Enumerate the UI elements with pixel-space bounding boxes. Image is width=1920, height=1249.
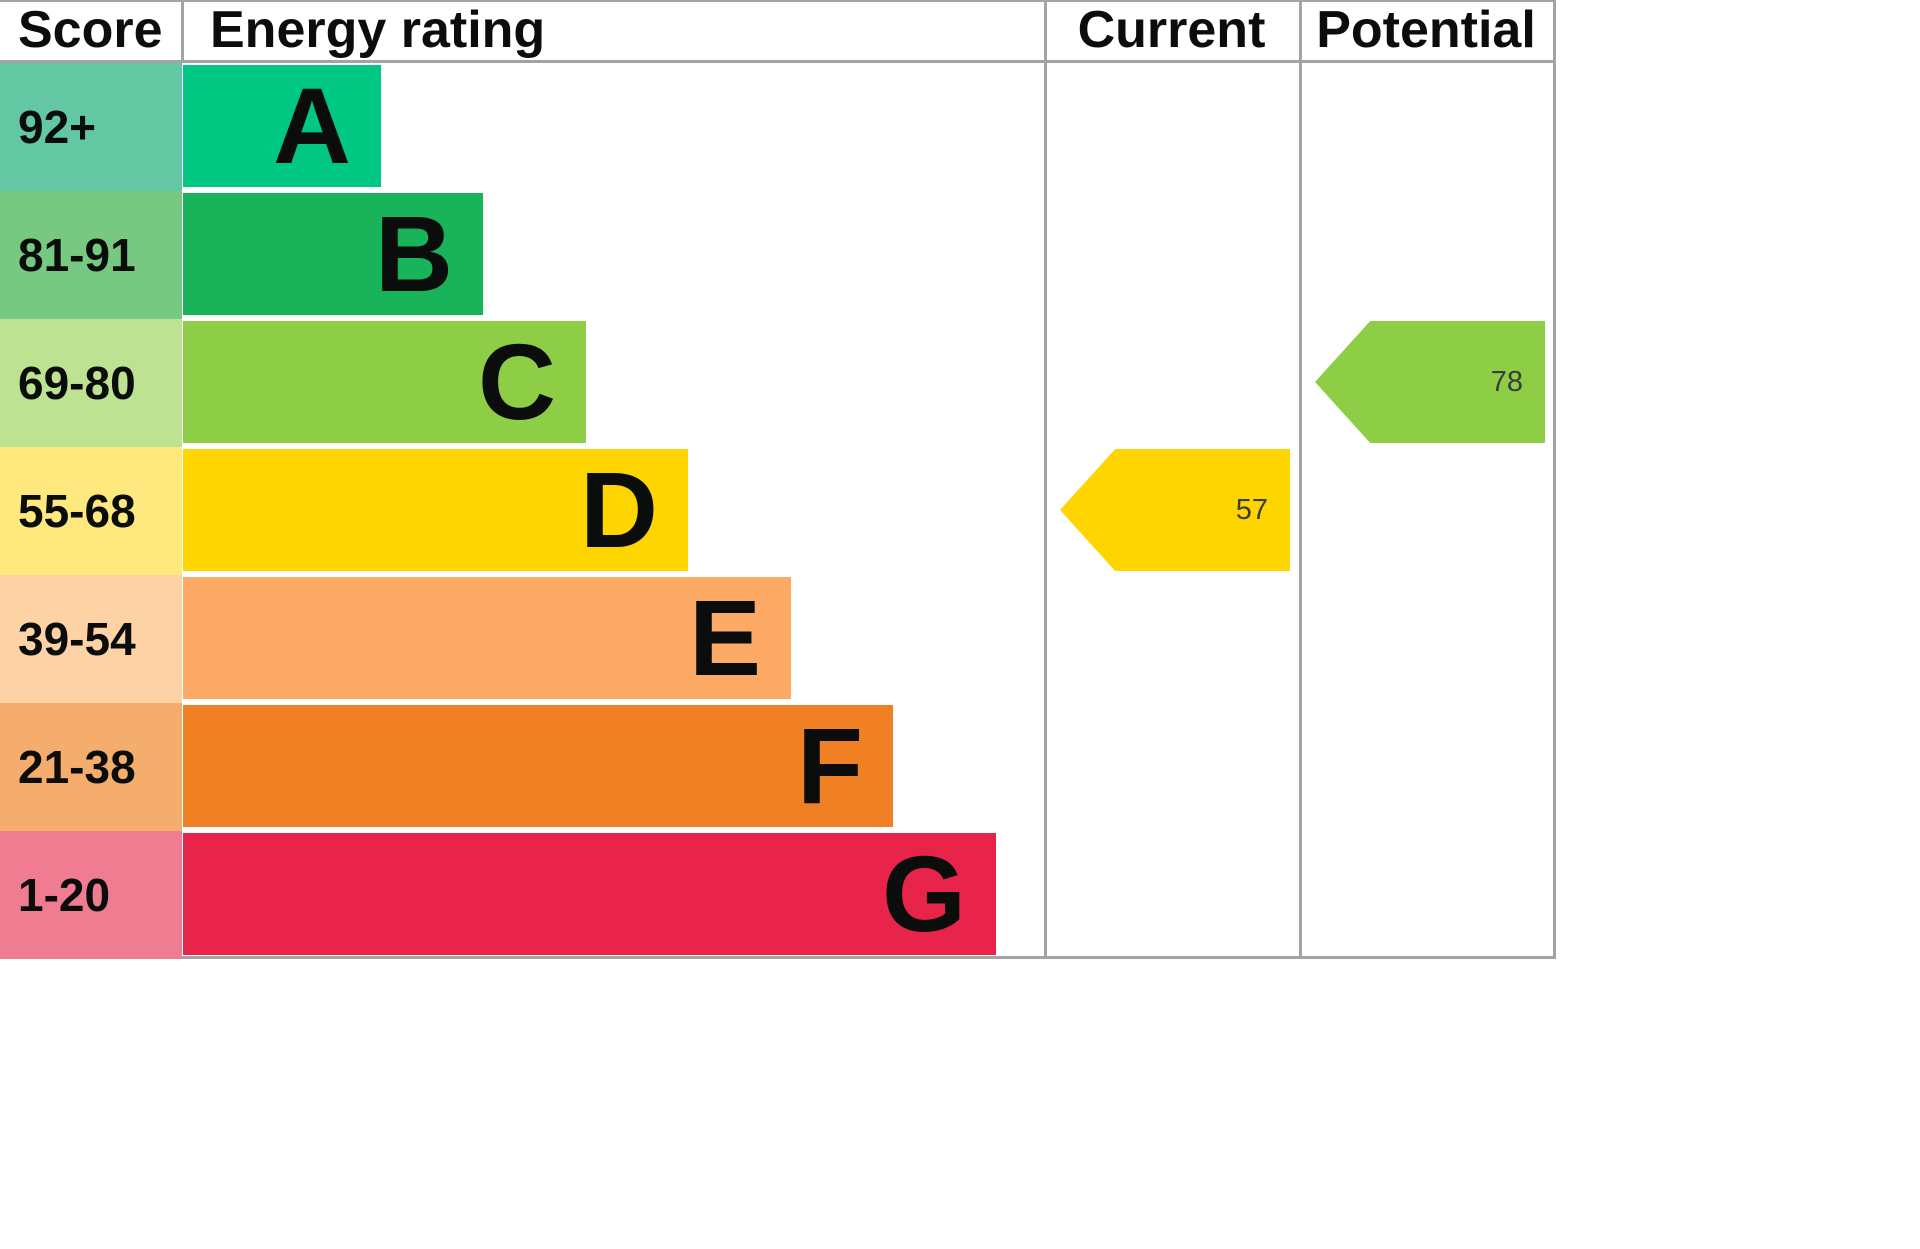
band-letter: G <box>881 833 966 954</box>
band-bar: D <box>183 449 688 571</box>
table-bottom-border <box>0 956 1556 959</box>
band-letter: B <box>375 193 453 314</box>
score-column-divider <box>181 0 184 60</box>
potential-column-header: Potential <box>1316 1 1536 59</box>
band-letter: A <box>273 65 351 186</box>
band-score-cell: 39-54 <box>0 575 182 703</box>
potential-column-divider <box>1299 0 1302 959</box>
band-score-label: 69-80 <box>18 357 136 409</box>
band-bar: A <box>183 65 381 187</box>
band-letter: F <box>797 705 863 826</box>
potential-rating-value: 78 <box>1490 365 1523 398</box>
band-bar: E <box>183 577 791 699</box>
potential-rating-arrow: 78 <box>1315 321 1545 443</box>
band-score-cell: 69-80 <box>0 319 182 447</box>
current-column-header: Current <box>1077 1 1266 59</box>
energy-rating-column-header: Energy rating <box>210 1 546 59</box>
current-rating-arrow: 57 <box>1060 449 1290 571</box>
band-row: 21-38 F <box>0 703 1046 831</box>
band-letter: C <box>478 321 556 442</box>
band-score-label: 21-38 <box>18 741 136 793</box>
band-score-label: 55-68 <box>18 485 136 537</box>
band-score-label: 39-54 <box>18 613 136 665</box>
epc-table: Score Energy rating Current Potential 92… <box>0 0 1556 959</box>
band-row: 92+ A <box>0 63 1046 191</box>
band-bar: G <box>183 833 996 955</box>
score-column-header: Score <box>18 1 163 59</box>
band-score-cell: 81-91 <box>0 191 182 319</box>
band-score-label: 81-91 <box>18 229 136 281</box>
band-letter: E <box>688 577 761 698</box>
table-top-border <box>0 0 1556 2</box>
band-bar: F <box>183 705 893 827</box>
current-column-divider <box>1044 0 1047 959</box>
band-row: 39-54 E <box>0 575 1046 703</box>
band-letter: D <box>580 449 658 570</box>
current-rating-value: 57 <box>1235 493 1268 526</box>
band-bar: B <box>183 193 483 315</box>
band-score-label: 1-20 <box>18 869 111 921</box>
band-score-cell: 21-38 <box>0 703 182 831</box>
band-score-cell: 1-20 <box>0 831 182 959</box>
band-score-cell: 92+ <box>0 63 182 191</box>
band-row: 69-80 C <box>0 319 1046 447</box>
band-score-label: 92+ <box>18 101 97 153</box>
table-right-border <box>1553 0 1556 959</box>
header-divider-line <box>0 60 1556 63</box>
band-row: 81-91 B <box>0 191 1046 319</box>
band-score-cell: 55-68 <box>0 447 182 575</box>
band-row: 55-68 D <box>0 447 1046 575</box>
band-bar: C <box>183 321 586 443</box>
band-row: 1-20 G <box>0 831 1046 959</box>
